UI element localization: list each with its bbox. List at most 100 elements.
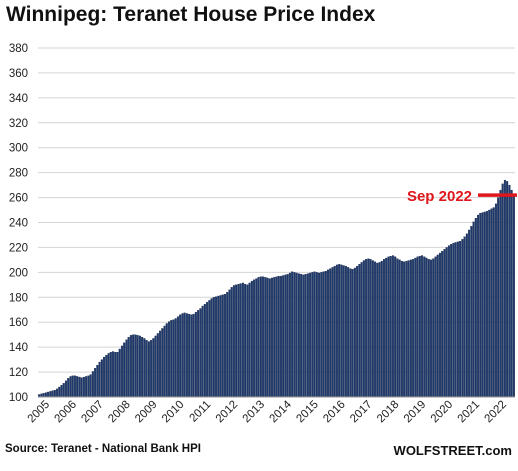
bar <box>329 268 332 398</box>
bar <box>118 348 121 398</box>
bar <box>378 262 381 398</box>
bar <box>78 376 81 398</box>
bar <box>271 277 274 398</box>
bar <box>499 189 502 398</box>
bar <box>282 275 285 398</box>
bar <box>324 270 327 398</box>
bar <box>488 209 491 398</box>
source-label: Source: Teranet - National Bank HPI <box>5 443 201 455</box>
bar <box>168 321 171 398</box>
bar <box>98 361 101 398</box>
annotation-label: Sep 2022 <box>407 188 472 205</box>
bar <box>71 375 74 398</box>
bar <box>311 272 314 398</box>
bar <box>412 259 415 398</box>
bar <box>454 242 457 398</box>
bar <box>479 212 482 398</box>
y-tick-label: 260 <box>9 193 28 205</box>
y-tick-label: 200 <box>9 267 28 279</box>
bar <box>430 259 433 398</box>
y-tick-label: 280 <box>9 168 28 180</box>
bar <box>320 272 323 398</box>
bar <box>492 207 495 398</box>
bar <box>76 376 79 398</box>
bar <box>73 375 76 398</box>
bar <box>226 292 229 398</box>
bar <box>273 277 276 398</box>
bar <box>235 284 238 398</box>
bar <box>203 303 206 398</box>
bar <box>427 259 430 398</box>
bar <box>443 249 446 398</box>
bar <box>112 351 115 398</box>
bar <box>217 295 220 398</box>
bar <box>503 179 506 398</box>
bar <box>145 340 148 398</box>
bar <box>239 283 242 398</box>
bar <box>67 378 70 398</box>
bar <box>194 312 197 398</box>
bar <box>286 274 289 398</box>
bar <box>284 274 287 398</box>
bar <box>105 355 108 398</box>
bar <box>461 239 464 398</box>
bar <box>103 356 106 398</box>
bar <box>483 211 486 398</box>
x-tick-label: 2021 <box>456 399 483 426</box>
bar <box>416 256 419 398</box>
bar <box>445 247 448 398</box>
bar <box>266 277 269 398</box>
bar <box>69 376 72 398</box>
bar <box>315 272 318 398</box>
bar <box>385 257 388 398</box>
bar <box>297 273 300 398</box>
y-tick-label: 160 <box>9 317 28 329</box>
bar <box>394 256 397 398</box>
bar <box>147 341 150 398</box>
bar <box>486 211 489 398</box>
bar <box>510 189 513 398</box>
x-tick-label: 2008 <box>106 399 133 426</box>
bar <box>396 258 399 398</box>
bar <box>183 312 186 398</box>
bar <box>288 272 291 398</box>
bar <box>201 305 204 398</box>
bar <box>477 214 480 398</box>
bar <box>497 197 500 398</box>
x-tick-label: 2013 <box>241 399 268 426</box>
bar <box>501 183 504 398</box>
bar <box>414 257 417 398</box>
bar <box>387 256 390 398</box>
bar <box>465 233 468 398</box>
bar <box>89 374 92 398</box>
bar <box>109 351 112 398</box>
bar <box>179 314 182 398</box>
bar <box>125 339 128 398</box>
bar <box>327 269 330 398</box>
bar <box>165 323 168 398</box>
bar <box>302 274 305 398</box>
y-tick-label: 320 <box>9 118 28 130</box>
bar <box>259 276 262 398</box>
bar <box>360 262 363 398</box>
bar <box>174 318 177 398</box>
bar <box>358 264 361 398</box>
bar <box>380 260 383 398</box>
bar <box>407 260 410 398</box>
y-tick-label: 380 <box>9 43 28 55</box>
bar <box>176 316 179 398</box>
bar <box>331 267 334 398</box>
x-tick-label: 2016 <box>321 399 348 426</box>
bar <box>434 256 437 398</box>
bar <box>246 284 249 398</box>
y-tick-label: 220 <box>9 242 28 254</box>
bar <box>338 264 341 398</box>
bar <box>143 338 146 398</box>
bar <box>152 338 155 398</box>
bar <box>344 265 347 398</box>
bar <box>447 245 450 398</box>
bar <box>398 259 401 398</box>
bar <box>161 328 164 398</box>
bar <box>49 391 52 398</box>
chart-title: Winnipeg: Teranet House Price Index <box>6 3 376 26</box>
